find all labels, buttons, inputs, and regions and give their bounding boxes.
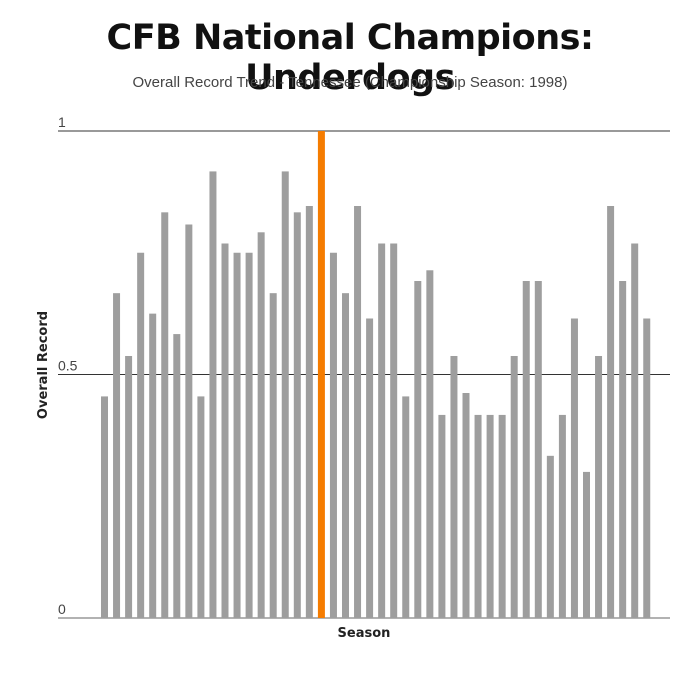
- bar: [101, 396, 108, 618]
- bar: [197, 396, 205, 618]
- bar-highlight: [317, 131, 325, 618]
- bar: [113, 293, 121, 618]
- x-axis-title: Season: [338, 626, 391, 641]
- bar: [450, 355, 458, 618]
- bar: [402, 396, 410, 618]
- bar: [558, 414, 566, 618]
- bar: [607, 206, 615, 618]
- bar: [414, 281, 422, 618]
- y-tick-label: 1: [58, 114, 66, 130]
- bar: [619, 281, 627, 618]
- bar: [245, 252, 253, 618]
- chart-title: CFB National Champions: Underdogs: [106, 18, 594, 98]
- bar: [125, 355, 133, 618]
- bar: [342, 293, 349, 618]
- bar: [221, 243, 229, 618]
- bar: [486, 414, 494, 618]
- bar: [366, 318, 374, 618]
- bars: [101, 131, 651, 619]
- bar: [534, 281, 542, 618]
- bar: [329, 252, 337, 618]
- bar: [390, 243, 398, 618]
- bar: [161, 212, 169, 618]
- bar: [631, 243, 639, 618]
- bar: [173, 334, 181, 618]
- bar: [595, 355, 603, 618]
- bar: [354, 206, 362, 618]
- bar: [209, 171, 217, 619]
- y-tick-label: 0: [58, 601, 66, 617]
- y-tick-labels: 00.51: [58, 114, 78, 617]
- bar: [462, 393, 470, 618]
- bar: [293, 212, 301, 618]
- bar: [522, 281, 530, 618]
- bar: [643, 318, 651, 618]
- bar: [149, 313, 157, 619]
- bar: [438, 414, 446, 618]
- bar: [474, 414, 482, 618]
- chart-subtitle: Overall Record Trend - Tennessee (Champi…: [132, 74, 568, 91]
- bar: [583, 471, 590, 618]
- bar: [281, 171, 289, 619]
- y-tick-label: 0.5: [58, 358, 78, 374]
- bar: [185, 224, 193, 618]
- bar: [137, 252, 145, 618]
- bar: [510, 355, 518, 618]
- bar: [269, 293, 277, 618]
- bar: [546, 455, 554, 618]
- bar: [378, 243, 386, 618]
- bar: [305, 206, 313, 618]
- gridlines: [58, 130, 670, 619]
- bar: [233, 252, 241, 618]
- bar: [498, 414, 506, 618]
- y-axis-title: Overall Record: [36, 311, 51, 419]
- bar: [426, 270, 434, 618]
- bar: [570, 318, 578, 618]
- bar: [257, 232, 265, 619]
